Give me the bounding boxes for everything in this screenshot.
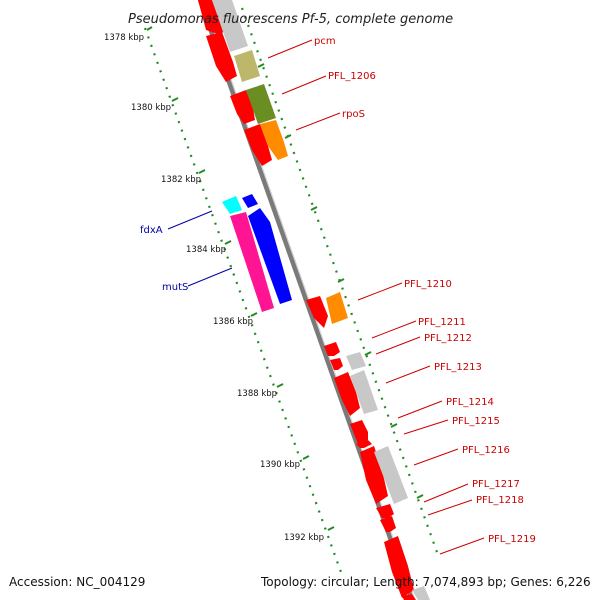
grey-gene-bottom[interactable] [412,586,430,600]
leader-line [423,483,469,503]
tick-label: 1382 kbp [161,175,201,185]
leader-line [439,537,485,555]
kbp-ticks: 1378 kbp 1380 kbp 1382 kbp 1384 kbp 1386… [104,26,424,543]
rpos-gene-block[interactable] [260,120,288,160]
cds-arrow[interactable] [306,296,328,328]
tick-mark [198,169,206,174]
leader-line [167,210,213,230]
gene-label[interactable]: PFL_1215 [452,416,500,427]
cds-arrow[interactable] [402,594,416,600]
gene-label[interactable]: fdxA [140,225,163,236]
tick-label: 1390 kbp [260,460,300,470]
gene-label[interactable]: PFL_1211 [418,317,466,328]
cds-arrow[interactable] [360,446,388,504]
cds-arrow[interactable] [350,420,368,444]
cds-arrow[interactable] [376,504,394,518]
grey-gene-block[interactable] [212,0,248,52]
leader-line [403,419,449,435]
cds-arrow[interactable] [324,342,340,356]
gene-label[interactable]: PFL_1217 [472,479,520,490]
fdxa-gene-block[interactable] [222,196,242,214]
pfl1212-grey-block[interactable] [346,352,366,370]
blue-gene-block[interactable] [248,208,292,304]
gene-label[interactable]: PFL_1218 [476,495,524,506]
gene-label[interactable]: rpoS [342,109,365,120]
leader-line [267,39,313,59]
colored-features [212,0,430,600]
gene-label[interactable]: PFL_1216 [462,445,510,456]
pfl1206-gene-block[interactable] [246,84,276,124]
gene-label[interactable]: PFL_1219 [488,534,536,545]
tick-mark [310,206,318,211]
leader-line [413,448,459,466]
gene-labels-left: fdxA mutS [140,225,188,293]
genome-stats-text: Topology: circular; Length: 7,074,893 bp… [260,575,591,589]
pfl1213-grey-block[interactable] [350,370,378,414]
leader-line [187,267,233,287]
tick-mark [257,63,265,68]
leader-line [375,336,421,355]
small-blue-gene[interactable] [242,194,258,208]
tick-label: 1388 kbp [237,389,277,399]
leader-line [385,365,431,384]
tick-mark [284,134,292,139]
gene-label[interactable]: PFL_1210 [404,279,452,290]
gene-label[interactable]: PFL_1213 [434,362,482,373]
tick-label: 1378 kbp [104,33,144,43]
cds-arrow[interactable] [198,0,224,34]
leader-line [281,75,327,95]
pfl1216-grey-block[interactable] [374,446,408,504]
cds-arrow[interactable] [334,372,360,416]
tick-mark [302,455,310,460]
cds-arrow[interactable] [206,32,237,82]
cds-arrow[interactable] [356,440,372,448]
tick-label: 1386 kbp [213,317,253,327]
tick-mark [146,26,153,31]
tick-mark [416,494,424,499]
leader-line [397,400,443,419]
cds-features [198,0,416,600]
leader-line [357,282,403,301]
label-leaders-left [167,210,233,287]
leader-line [371,320,417,339]
tick-label: 1380 kbp [131,103,171,113]
cds-arrow[interactable] [380,516,396,532]
gene-label[interactable]: PFL_1214 [446,397,494,408]
tick-mark [364,351,372,356]
muts-gene-block[interactable] [230,212,274,312]
accession-text: Accession: NC_004129 [9,575,145,589]
cds-arrow[interactable] [384,536,414,598]
map-title: Pseudomonas fluorescens Pf-5, complete g… [128,12,453,27]
tick-label: 1392 kbp [284,533,324,543]
gene-labels-right: pcm PFL_1206 rpoS PFL_1210 PFL_1211 PFL_… [314,36,536,545]
gene-label[interactable]: PFL_1212 [424,333,472,344]
tick-mark [276,383,284,388]
tick-mark [327,526,335,531]
gene-label[interactable]: mutS [162,282,188,293]
pfl1210-orange-block[interactable] [326,292,348,324]
tick-mark [171,97,179,102]
pcm-gene-block[interactable] [234,50,260,82]
tick-mark [250,312,258,317]
gene-label[interactable]: PFL_1206 [328,71,376,82]
leader-line [295,112,341,131]
tick-mark [390,423,398,428]
tick-mark [224,240,232,245]
leader-line [427,499,473,516]
cds-arrow[interactable] [330,358,343,370]
gene-label[interactable]: pcm [314,36,336,47]
label-leaders [267,39,485,555]
tick-mark [337,278,345,283]
cds-arrow[interactable] [244,124,272,166]
cds-arrow[interactable] [230,90,255,124]
tick-label: 1384 kbp [186,245,226,255]
